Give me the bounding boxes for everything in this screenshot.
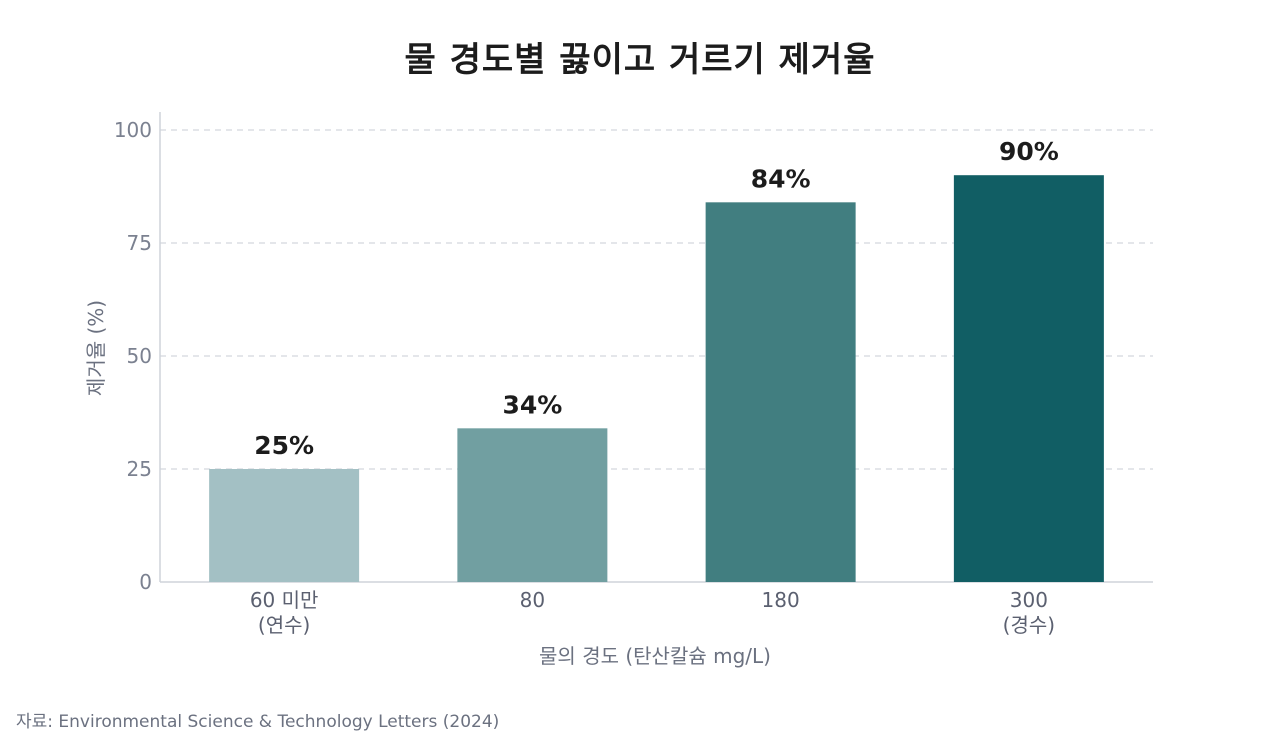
bar — [705, 202, 856, 582]
x-category-label: 300 — [1010, 588, 1048, 612]
chart-title: 물 경도별 끓이고 거르기 제거율 — [404, 40, 876, 80]
x-category-label: 180 — [762, 588, 800, 612]
data-labels: 25% 34% 84% 90% — [254, 137, 1059, 460]
data-label: 25% — [254, 431, 314, 460]
x-axis-title: 물의 경도 (탄산칼슘 mg/L) — [539, 644, 771, 668]
bar — [953, 175, 1104, 582]
y-tick-label: 75 — [127, 231, 152, 255]
source-note: 자료: Environmental Science & Technology L… — [16, 712, 500, 732]
y-axis-title: 제거율 (%) — [84, 300, 108, 396]
bar — [457, 428, 608, 582]
x-category-label: (연수) — [258, 613, 310, 637]
y-tick-label: 25 — [127, 457, 152, 481]
data-label: 84% — [751, 164, 811, 193]
y-tick-labels: 0 25 50 75 100 — [114, 118, 152, 594]
data-label: 34% — [502, 390, 562, 419]
y-tick-label: 50 — [127, 344, 152, 368]
data-label: 90% — [999, 137, 1059, 166]
x-category-labels: 60 미만(연수) 80 180 300(경수) — [250, 588, 1055, 637]
y-tick-label: 0 — [139, 570, 152, 594]
x-category-label: 80 — [520, 588, 545, 612]
bar — [209, 469, 360, 582]
bars — [209, 175, 1104, 582]
y-tick-label: 100 — [114, 118, 152, 142]
x-category-label: (경수) — [1003, 613, 1055, 637]
x-category-label: 60 미만 — [250, 588, 319, 612]
